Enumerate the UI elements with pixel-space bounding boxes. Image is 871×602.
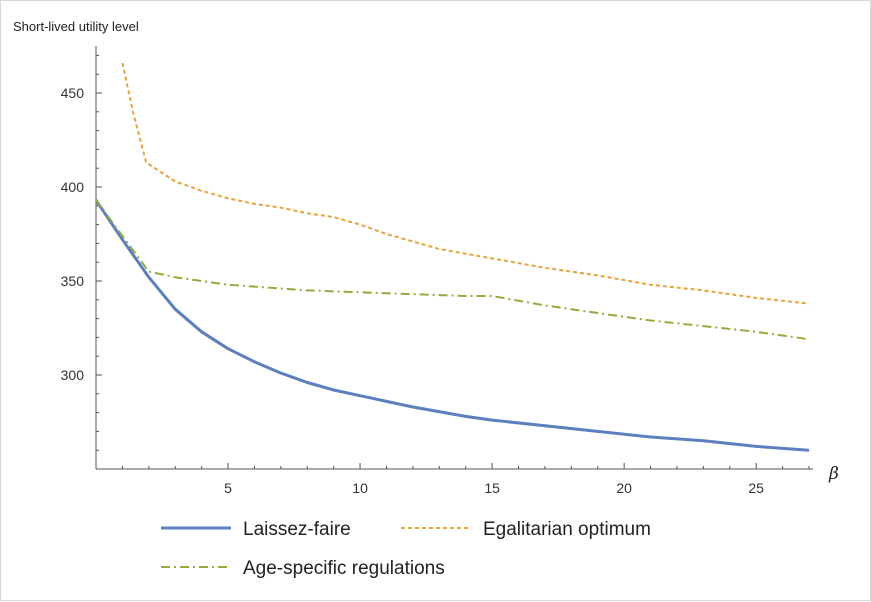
y-tick-label: 300 [61, 367, 85, 383]
y-tick-label: 400 [61, 179, 85, 195]
legend: Laissez-faire Egalitarian optimum Age-spec… [161, 519, 651, 579]
y-tick-label: 350 [61, 273, 85, 289]
series-line-laissez-faire [94, 199, 810, 452]
x-tick-label: 15 [484, 480, 500, 496]
y-axis-label: Short-lived utility level [13, 19, 139, 34]
series-line-age-specific-regulations [95, 199, 810, 341]
legend-label: Age-specific regulations [243, 558, 445, 579]
legend-label: Laissez-faire [243, 519, 351, 540]
x-tick-label: 25 [748, 480, 764, 496]
axes [95, 46, 813, 470]
series-lines [94, 62, 810, 452]
x-tick-label: 20 [616, 480, 632, 496]
tick-labels: 5 10 15 20 25 300 350 400 450 [61, 85, 765, 496]
x-tick-label: 10 [352, 480, 368, 496]
legend-label: Egalitarian optimum [483, 519, 651, 540]
x-tick-label: 5 [224, 480, 232, 496]
x-axis-label: β [828, 464, 839, 484]
tick-marks [96, 54, 810, 469]
series-line-egalitarian-optimum [121, 62, 810, 305]
y-tick-label: 450 [61, 85, 85, 101]
